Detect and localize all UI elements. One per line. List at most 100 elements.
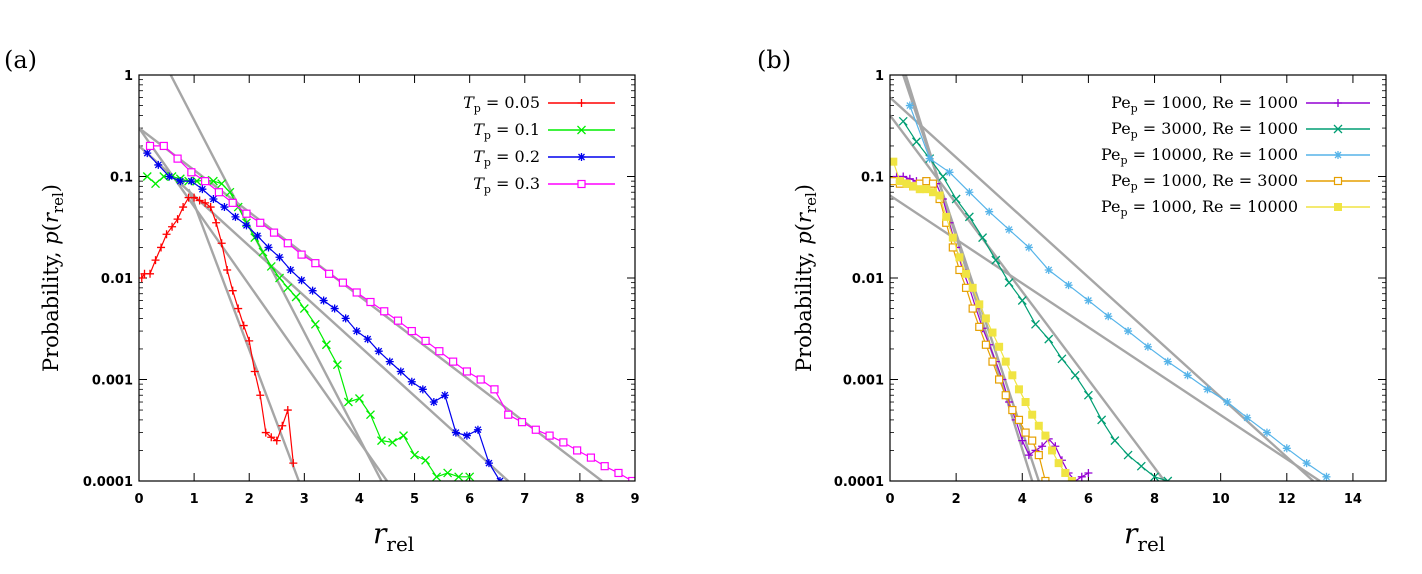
data-point xyxy=(228,286,237,295)
data-point xyxy=(187,168,196,177)
data-point xyxy=(473,425,482,434)
data-point xyxy=(451,428,460,437)
data-point xyxy=(407,377,416,386)
plot-frame xyxy=(889,74,1387,482)
data-point xyxy=(332,360,342,370)
y-tick-label: 0.1 xyxy=(110,171,133,186)
data-point xyxy=(925,154,934,163)
data-point xyxy=(256,391,265,400)
data-point xyxy=(1064,281,1073,290)
data-point xyxy=(1005,225,1014,234)
data-point xyxy=(228,198,237,207)
legend-marker xyxy=(577,125,586,135)
y-tick-label: 0.001 xyxy=(843,374,884,389)
data-point xyxy=(354,394,364,403)
data-point xyxy=(217,179,227,189)
data-point xyxy=(366,297,375,307)
x-axis-title: rrel xyxy=(1124,517,1165,556)
x-tick-label: 0 xyxy=(885,492,894,507)
legend-entry-label: Tp = 0.2 xyxy=(473,147,540,169)
x-tick-label: 5 xyxy=(410,492,419,507)
data-point xyxy=(208,176,218,186)
data-point xyxy=(377,436,386,446)
data-point xyxy=(443,468,453,478)
y-tick-label: 0.0001 xyxy=(83,475,133,490)
data-point xyxy=(407,326,416,336)
data-point xyxy=(462,431,471,440)
data-point xyxy=(338,278,348,287)
data-point xyxy=(545,431,554,440)
data-point xyxy=(206,203,215,212)
series-4 xyxy=(145,141,635,481)
data-point xyxy=(239,321,248,330)
data-point xyxy=(1031,319,1040,329)
data-point xyxy=(955,253,964,262)
data-point xyxy=(242,209,251,218)
data-point xyxy=(410,450,420,460)
x-tick-label: 8 xyxy=(575,492,584,507)
data-point xyxy=(157,243,166,252)
x-tick-label: 4 xyxy=(1018,492,1027,507)
data-point xyxy=(586,453,596,462)
data-point xyxy=(253,231,262,240)
data-point xyxy=(145,141,155,151)
data-point xyxy=(902,179,911,188)
panel-a: (a) 0 1 2 3 4 5 6 7 8 9 1 0.1 0.01 0.001 0.0001 Tp = 0.0… xyxy=(4,46,640,556)
data-point xyxy=(1034,450,1043,460)
data-point xyxy=(964,212,974,222)
legend-marker xyxy=(1333,176,1343,186)
data-point xyxy=(1163,476,1173,481)
data-point xyxy=(325,269,334,278)
fit-line xyxy=(139,127,388,481)
data-point xyxy=(310,319,320,329)
legend-marker xyxy=(1334,203,1342,211)
data-point xyxy=(1067,477,1076,481)
data-point xyxy=(297,276,306,285)
data-point xyxy=(1008,405,1017,415)
data-point xyxy=(225,187,235,197)
data-point xyxy=(965,188,974,197)
data-point xyxy=(968,304,977,313)
panel-label: (b) xyxy=(757,46,791,74)
data-point xyxy=(1123,450,1133,460)
data-point xyxy=(1203,385,1212,394)
data-point xyxy=(628,476,635,481)
data-point xyxy=(895,177,904,186)
fit-line xyxy=(890,114,1166,481)
x-tick-label: 2 xyxy=(952,492,961,507)
data-point xyxy=(995,375,1004,384)
data-point xyxy=(142,172,152,181)
x-tick-label: 4 xyxy=(355,492,364,507)
data-point xyxy=(911,137,921,147)
data-point xyxy=(283,283,293,293)
data-point xyxy=(935,191,944,200)
data-point xyxy=(1034,421,1043,430)
data-point xyxy=(209,195,218,204)
data-point xyxy=(975,300,984,309)
panel-label: (a) xyxy=(4,46,37,74)
data-point xyxy=(476,375,485,384)
data-point xyxy=(380,307,389,316)
data-point xyxy=(435,347,444,356)
y-tick-label: 0.0001 xyxy=(834,475,884,490)
data-point xyxy=(418,385,427,394)
series-line xyxy=(909,105,1327,478)
data-point xyxy=(948,233,957,242)
data-point xyxy=(951,194,961,204)
data-point xyxy=(223,265,232,274)
legend-entry-label: Pep = 1000, Re = 1000 xyxy=(1111,93,1298,115)
data-point xyxy=(283,406,292,415)
data-point xyxy=(283,239,292,248)
data-point xyxy=(1017,296,1027,305)
data-point xyxy=(363,335,372,344)
series-3 xyxy=(905,101,1331,481)
data-point xyxy=(266,261,276,271)
fit-line xyxy=(139,145,510,481)
data-point xyxy=(1097,415,1107,425)
data-point xyxy=(286,265,295,274)
data-point xyxy=(981,340,990,349)
data-point xyxy=(374,347,383,356)
data-point xyxy=(1044,334,1054,344)
data-point xyxy=(1057,354,1067,364)
